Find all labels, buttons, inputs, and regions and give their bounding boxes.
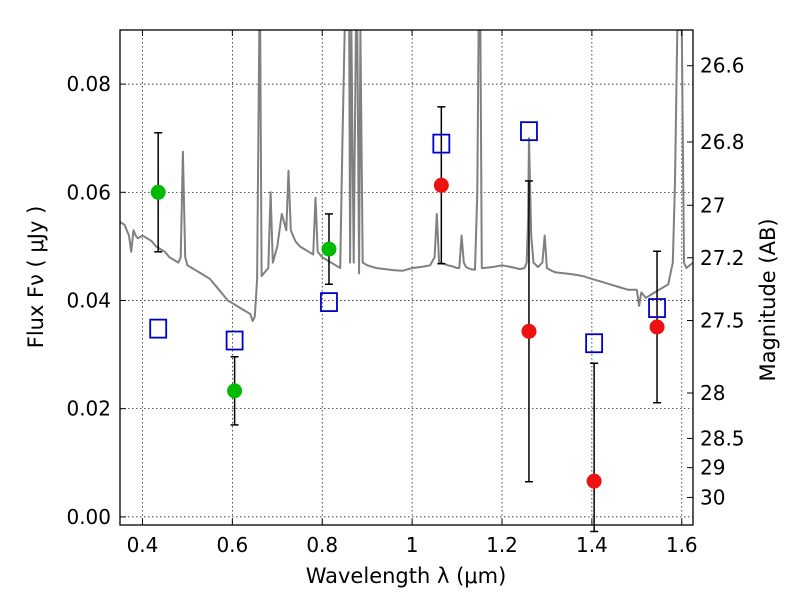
data-point <box>586 473 602 489</box>
model-point <box>585 333 604 354</box>
data-point <box>521 323 537 339</box>
x-tick-label: 1 <box>406 533 419 557</box>
right-tick-label: 30 <box>700 485 725 509</box>
right-tick-label: 26.6 <box>700 54 745 78</box>
x-tick-label: 0.8 <box>306 533 338 557</box>
x-axis-ticks: 0.4 0.6 0.8 1 1.2 1.4 1.6 <box>127 30 698 557</box>
data-point <box>150 184 166 200</box>
right-tick-label: 27.5 <box>700 309 745 333</box>
x-tick-label: 1.2 <box>486 533 518 557</box>
x-tick-label: 0.6 <box>216 533 248 557</box>
y-tick-label: 0.06 <box>66 180 111 204</box>
y-axis-title: Flux Fν ( μJy ) <box>24 206 48 349</box>
x-axis-title: Wavelength λ (μm) <box>306 564 507 588</box>
model-spectrum <box>120 30 693 322</box>
data-point <box>433 177 449 193</box>
data-point <box>321 241 337 257</box>
y-tick-label: 0.08 <box>66 72 111 96</box>
right-tick-label: 28.5 <box>700 426 745 450</box>
right-axis-ticks: 26.6 26.8 27 27.2 27.5 28 28.5 29 30 <box>687 54 745 509</box>
right-tick-label: 27 <box>700 193 725 217</box>
plot-frame <box>119 29 694 526</box>
right-axis-title: Magnitude (AB) <box>756 218 780 381</box>
y-tick-label: 0.00 <box>66 505 111 529</box>
spectrum-line <box>120 30 693 322</box>
x-tick-label: 1.6 <box>666 533 698 557</box>
right-tick-label: 26.8 <box>700 130 745 154</box>
model-point <box>648 298 666 318</box>
y-axis-ticks: 0.00 0.02 0.04 0.06 0.08 <box>66 72 126 529</box>
right-tick-label: 29 <box>700 456 725 480</box>
x-tick-label: 1.4 <box>576 533 608 557</box>
grid-lines <box>120 30 693 525</box>
y-tick-label: 0.04 <box>66 288 111 312</box>
right-tick-label: 27.2 <box>700 246 745 270</box>
model-point <box>432 133 451 154</box>
data-point <box>649 319 665 335</box>
data-markers <box>149 121 666 489</box>
model-point <box>520 121 538 142</box>
model-point <box>320 292 338 313</box>
y-tick-label: 0.02 <box>66 397 111 421</box>
right-tick-label: 28 <box>700 381 725 405</box>
data-point <box>227 383 243 399</box>
x-tick-label: 0.4 <box>127 533 159 557</box>
model-point <box>149 318 168 339</box>
model-point <box>225 330 244 351</box>
